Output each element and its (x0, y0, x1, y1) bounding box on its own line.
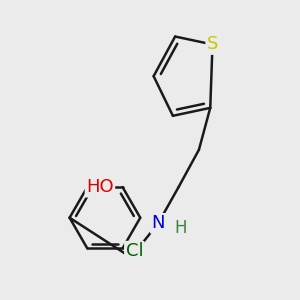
Text: Cl: Cl (125, 242, 143, 260)
Text: N: N (152, 214, 165, 232)
Text: HO: HO (86, 178, 114, 196)
Text: H: H (175, 219, 188, 237)
Text: S: S (207, 35, 218, 53)
